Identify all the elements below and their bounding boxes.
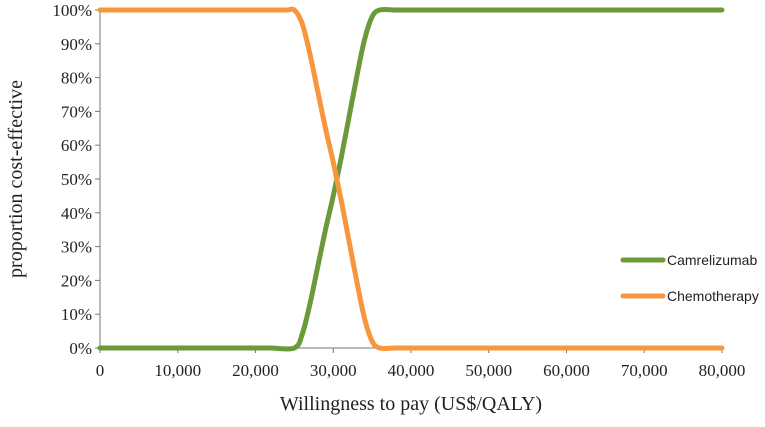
- x-tick-label: 60,000: [543, 361, 590, 380]
- legend-label-chemotherapy: Chemotherapy: [667, 288, 759, 304]
- y-tick-label: 80%: [61, 69, 92, 88]
- x-tick-label: 10,000: [154, 361, 201, 380]
- y-tick-label: 100%: [52, 1, 92, 20]
- x-tick-label: 30,000: [310, 361, 357, 380]
- x-tick-label: 50,000: [465, 361, 512, 380]
- series-line-camrelizumab: [97, 7, 725, 352]
- y-tick-label: 20%: [61, 271, 92, 290]
- x-axis-title: Willingness to pay (US$/QALY): [280, 393, 542, 415]
- legend: Camrelizumab Chemotherapy: [620, 252, 759, 304]
- x-tick-label: 0: [96, 361, 105, 380]
- y-tick-label: 40%: [61, 204, 92, 223]
- x-tick-label: 40,000: [388, 361, 435, 380]
- y-tick-label: 10%: [61, 305, 92, 324]
- x-tick-label: 20,000: [232, 361, 279, 380]
- y-axis-title: proportion cost-effective: [5, 80, 27, 278]
- axes: 0% 10% 20% 30% 40% 50% 60% 70% 80% 90% 100% 0 10,000…: [52, 1, 745, 380]
- x-tick-label: 70,000: [621, 361, 668, 380]
- y-tick-label: 50%: [61, 170, 92, 189]
- y-tick-label: 70%: [61, 102, 92, 121]
- y-tick-label: 90%: [61, 35, 92, 54]
- legend-label-camrelizumab: Camrelizumab: [667, 252, 757, 268]
- series-lines: [97, 6, 725, 352]
- series-line-chemotherapy: [97, 6, 725, 351]
- x-tick-label: 80,000: [699, 361, 746, 380]
- y-tick-label: 0%: [69, 339, 92, 358]
- y-tick-label: 60%: [61, 136, 92, 155]
- y-tick-label: 30%: [61, 238, 92, 257]
